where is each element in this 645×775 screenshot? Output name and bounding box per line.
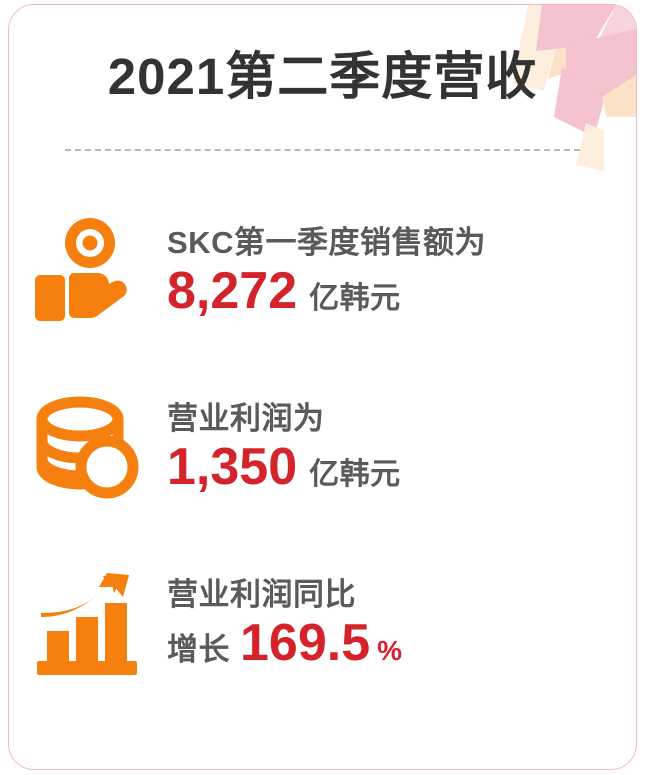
perforation-divider <box>9 117 636 181</box>
notch-mask-right <box>604 117 636 181</box>
stat-label: 营业利润同比 <box>167 576 356 612</box>
stats-list: SKC第一季度销售额为 8,272 亿韩元 <box>9 183 636 711</box>
stat-row-sales: SKC第一季度销售额为 8,272 亿韩元 <box>9 183 636 359</box>
stat-row-operating-profit: 营业利润为 1,350 亿韩元 <box>9 359 636 535</box>
stat-value: 增长 169.5 % <box>167 617 618 669</box>
stat-value: 8,272 亿韩元 <box>167 265 618 317</box>
stat-number: 169.5 <box>240 614 371 673</box>
stat-row-yoy-growth: 营业利润同比 增长 169.5 % <box>9 535 636 711</box>
infographic-card: 2021第二季度营收 SKC第一季度销售额为 <box>8 4 637 770</box>
stat-label: 营业利润为 <box>167 400 325 436</box>
notch-mask-left <box>9 117 41 181</box>
stat-prefix: 增长 <box>167 632 230 668</box>
hand-holding-coin-icon <box>9 217 167 325</box>
stat-number: 8,272 <box>167 262 298 321</box>
stat-unit: % <box>377 635 403 667</box>
stat-number: 1,350 <box>167 438 298 497</box>
stat-text-sales: SKC第一季度销售额为 8,272 亿韩元 <box>167 225 636 318</box>
stat-label: SKC第一季度销售额为 <box>167 224 486 260</box>
stat-unit: 亿韩元 <box>309 458 401 492</box>
card-header: 2021第二季度营收 <box>9 5 636 155</box>
dashed-line <box>65 149 580 151</box>
stat-unit: 亿韩元 <box>309 282 401 316</box>
stat-text-yoy-growth: 营业利润同比 增长 169.5 % <box>167 577 636 670</box>
bar-chart-growth-icon <box>9 569 167 677</box>
coin-stack-icon <box>9 395 167 499</box>
stat-value: 1,350 亿韩元 <box>167 441 618 493</box>
page-title: 2021第二季度营收 <box>107 48 538 105</box>
stat-text-operating-profit: 营业利润为 1,350 亿韩元 <box>167 401 636 494</box>
